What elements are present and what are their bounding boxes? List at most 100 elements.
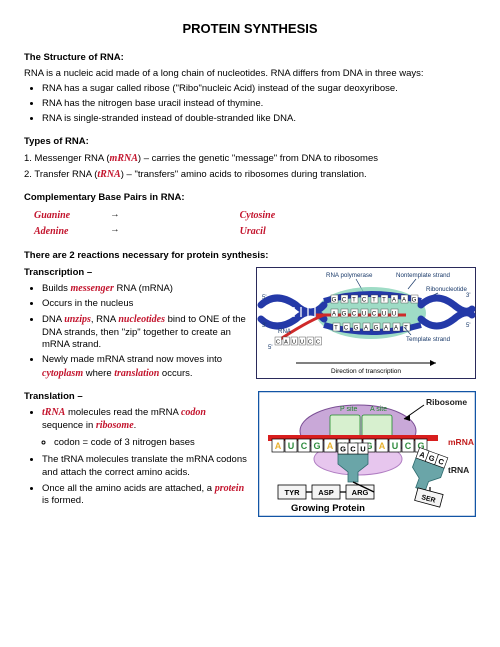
svg-text:T: T xyxy=(382,298,386,304)
ans-cytosine: Cytosine xyxy=(240,210,276,221)
ans-trna2: tRNA xyxy=(42,407,65,418)
bullet: Occurs in the nucleus xyxy=(42,298,246,311)
bullet: Newly made mRNA strand now moves into cy… xyxy=(42,354,246,381)
svg-text:C: C xyxy=(344,326,349,332)
svg-text:3': 3' xyxy=(466,293,470,299)
translation-block: Translation – tRNA molecules read the mR… xyxy=(24,391,476,517)
svg-text:C: C xyxy=(352,312,357,318)
rna-bullet: RNA has the nitrogen base uracil instead… xyxy=(42,98,476,111)
ans-translation: translation xyxy=(114,368,159,379)
svg-text:U: U xyxy=(392,312,396,318)
ans-ribosome: ribosome xyxy=(96,420,134,431)
transcription-label: Transcription – xyxy=(24,267,92,278)
sub-bullet: codon = code of 3 nitrogen bases xyxy=(54,437,248,450)
ans-nucleotides: nucleotides xyxy=(118,314,165,325)
svg-text:U: U xyxy=(392,441,399,451)
svg-text:TYR: TYR xyxy=(285,488,301,497)
svg-text:C: C xyxy=(362,298,367,304)
svg-text:A: A xyxy=(379,441,386,451)
pairs-head: Complementary Base Pairs in RNA: xyxy=(24,192,476,205)
svg-text:A: A xyxy=(327,441,334,451)
svg-text:A: A xyxy=(275,441,282,451)
svg-text:Ribonucleotide: Ribonucleotide xyxy=(426,286,467,293)
ans-adenine: Adenine xyxy=(34,226,68,237)
bullet: The tRNA molecules translate the mRNA co… xyxy=(42,454,248,480)
svg-text:P site: P site xyxy=(340,406,357,413)
svg-text:U: U xyxy=(360,444,365,453)
text: 1. Messenger RNA ( xyxy=(24,153,110,164)
svg-text:U: U xyxy=(362,312,366,318)
svg-text:mRNA: mRNA xyxy=(448,437,474,447)
ans-trna: tRNA xyxy=(97,169,120,180)
svg-text:ARG: ARG xyxy=(352,488,369,497)
svg-text:Ribosome: Ribosome xyxy=(426,397,467,407)
translation-label: Translation – xyxy=(24,391,83,402)
svg-text:T: T xyxy=(372,298,376,304)
svg-text:Template strand: Template strand xyxy=(406,336,451,343)
svg-text:A: A xyxy=(332,312,336,318)
text: ) – carries the genetic "message" from D… xyxy=(138,153,378,164)
svg-text:5': 5' xyxy=(268,345,272,351)
svg-text:G: G xyxy=(374,326,379,332)
svg-text:RNA: RNA xyxy=(278,328,292,335)
svg-text:U: U xyxy=(382,312,386,318)
types-head: Types of RNA: xyxy=(24,136,476,149)
svg-text:C: C xyxy=(342,298,347,304)
svg-text:G: G xyxy=(332,298,337,304)
svg-text:U: U xyxy=(292,340,296,346)
svg-text:A: A xyxy=(392,298,396,304)
svg-text:RNA polymerase: RNA polymerase xyxy=(326,272,373,279)
svg-text:A: A xyxy=(384,326,388,332)
svg-text:3': 3' xyxy=(262,323,266,329)
base-pairs: Guanine Adenine → → Cytosine Uracil xyxy=(34,209,476,241)
svg-text:T: T xyxy=(334,326,338,332)
svg-text:G: G xyxy=(340,444,346,453)
svg-text:ASP: ASP xyxy=(318,488,333,497)
type-trna: 2. Transfer RNA (tRNA) – "transfers" ami… xyxy=(24,168,476,182)
svg-text:A: A xyxy=(364,326,368,332)
svg-text:C: C xyxy=(372,312,377,318)
svg-text:C: C xyxy=(276,340,280,346)
rna-bullet: RNA is single-stranded instead of double… xyxy=(42,113,476,126)
svg-text:C: C xyxy=(316,340,320,346)
two-rx-head: There are 2 reactions necessary for prot… xyxy=(24,250,476,263)
text: 2. Transfer RNA ( xyxy=(24,169,97,180)
arrow: → xyxy=(110,209,120,222)
page-title: PROTEIN SYNTHESIS xyxy=(24,20,476,38)
svg-text:C: C xyxy=(405,441,412,451)
rna-bullet: RNA has a sugar called ribose ("Ribo"nuc… xyxy=(42,83,476,96)
bullet: Builds messenger RNA (mRNA) xyxy=(42,282,246,296)
text: ) – "transfers" amino acids to ribosomes… xyxy=(121,169,367,180)
ans-protein: protein xyxy=(215,483,244,494)
svg-text:A: A xyxy=(284,340,288,346)
svg-text:tRNA: tRNA xyxy=(448,465,469,475)
svg-text:G: G xyxy=(412,298,417,304)
svg-text:G: G xyxy=(342,312,347,318)
ans-messenger: messenger xyxy=(71,283,114,294)
svg-text:G: G xyxy=(313,441,320,451)
svg-text:5': 5' xyxy=(262,295,266,301)
rna-structure-head: The Structure of RNA: xyxy=(24,52,476,65)
svg-text:Nontemplate strand: Nontemplate strand xyxy=(396,272,451,279)
svg-text:Direction of transcription: Direction of transcription xyxy=(331,368,401,375)
ans-cytoplasm: cytoplasm xyxy=(42,368,83,379)
svg-text:C: C xyxy=(301,441,308,451)
svg-text:C: C xyxy=(350,444,356,453)
bullet: DNA unzips, RNA nucleotides bind to ONE … xyxy=(42,313,246,352)
svg-text:U: U xyxy=(288,441,295,451)
type-mrna: 1. Messenger RNA (mRNA) – carries the ge… xyxy=(24,152,476,166)
ans-unzips: unzips xyxy=(64,314,91,325)
svg-text:A site: A site xyxy=(370,406,387,413)
svg-text:5': 5' xyxy=(466,323,470,329)
ans-mrna: mRNA xyxy=(110,153,138,164)
svg-text:G: G xyxy=(354,326,359,332)
rna-intro: RNA is a nucleic acid made of a long cha… xyxy=(24,68,476,81)
ans-uracil: Uracil xyxy=(240,226,266,237)
arrow: → xyxy=(110,224,120,237)
rna-bullets: RNA has a sugar called ribose ("Ribo"nuc… xyxy=(24,83,476,125)
translation-figure: P siteA siteRibosomeAUCGAUCGAUCGmRNAGCUA… xyxy=(258,391,476,517)
svg-text:T: T xyxy=(352,298,356,304)
svg-text:Growing Protein: Growing Protein xyxy=(291,503,365,514)
transcription-block: Transcription – Builds messenger RNA (mR… xyxy=(24,267,476,385)
bullet: tRNA molecules read the mRNA codon seque… xyxy=(42,406,248,434)
